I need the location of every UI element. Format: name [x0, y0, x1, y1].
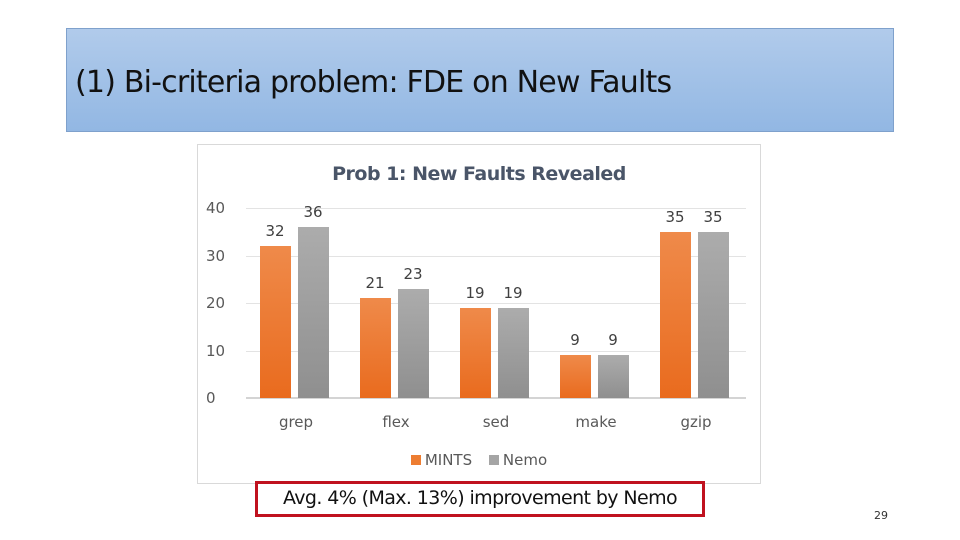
gridline	[246, 350, 746, 352]
gridline	[246, 303, 746, 304]
chart-legend: MINTS Nemo	[198, 451, 760, 469]
callout-text: Avg. 4% (Max. 13%) improvement by Nemo	[282, 487, 678, 509]
category-label: make	[575, 413, 617, 431]
legend-item-nemo: Nemo	[488, 451, 548, 469]
legend-item-mints: MINTS	[410, 451, 473, 469]
bar-mints	[460, 307, 491, 398]
improvement-callout: Avg. 4% (Max. 13%) improvement by Nemo	[255, 481, 705, 517]
bar-nemo	[398, 288, 429, 398]
bar-nemo	[298, 227, 329, 398]
category-label: flex	[382, 413, 410, 431]
value-label-mints: 32	[265, 222, 285, 240]
value-label-mints: 9	[570, 331, 580, 350]
page-number: 29	[874, 509, 888, 522]
gridline	[246, 255, 746, 257]
legend-swatch-orange	[410, 455, 421, 465]
bar-group: 32 36 grep	[246, 203, 346, 431]
legend-swatch-gray	[488, 455, 499, 465]
x-axis	[246, 397, 746, 399]
value-label-mints: 19	[465, 283, 485, 302]
y-tick: 0	[206, 389, 216, 407]
bar-group: 21 23 flex	[346, 208, 446, 431]
bar-mints	[560, 355, 591, 398]
value-label-nemo: 35	[703, 207, 723, 226]
value-label-nemo: 23	[403, 264, 423, 283]
value-label-nemo: 19	[503, 283, 523, 302]
bar-nemo	[598, 355, 629, 398]
bar-mints	[360, 298, 391, 398]
bar-group: 9 9 make	[546, 208, 646, 431]
bar-mints	[660, 231, 691, 398]
category-label: sed	[482, 413, 510, 431]
y-tick: 30	[206, 246, 226, 265]
legend-label: Nemo	[502, 451, 548, 469]
bar-group: 19 19 sed	[446, 208, 546, 431]
y-tick: 20	[206, 294, 226, 312]
bar-chart: Prob 1: New Faults Revealed 0 10 20 30 4…	[197, 144, 761, 484]
slide-title: (1) Bi-criteria problem: FDE on New Faul…	[75, 65, 672, 100]
y-tick: 40	[206, 199, 226, 217]
gridline	[246, 208, 746, 209]
bar-group: 35 35 gzip	[646, 207, 746, 431]
category-label: gzip	[680, 413, 712, 431]
slide-title-banner: (1) Bi-criteria problem: FDE on New Faul…	[66, 28, 894, 132]
value-label-nemo: 9	[608, 331, 618, 350]
bar-nemo	[698, 231, 729, 398]
value-label-mints: 21	[365, 274, 385, 293]
bar-mints	[260, 246, 291, 398]
bar-nemo	[498, 307, 529, 398]
legend-label: MINTS	[424, 451, 473, 469]
value-label-nemo: 36	[303, 203, 323, 221]
chart-title: Prob 1: New Faults Revealed	[332, 163, 626, 185]
plot-area: 0 10 20 30 40 32 36 grep 21 23 flex 19 1…	[206, 199, 746, 431]
y-tick: 10	[206, 341, 226, 360]
value-label-mints: 35	[665, 207, 685, 226]
category-label: grep	[278, 413, 314, 431]
